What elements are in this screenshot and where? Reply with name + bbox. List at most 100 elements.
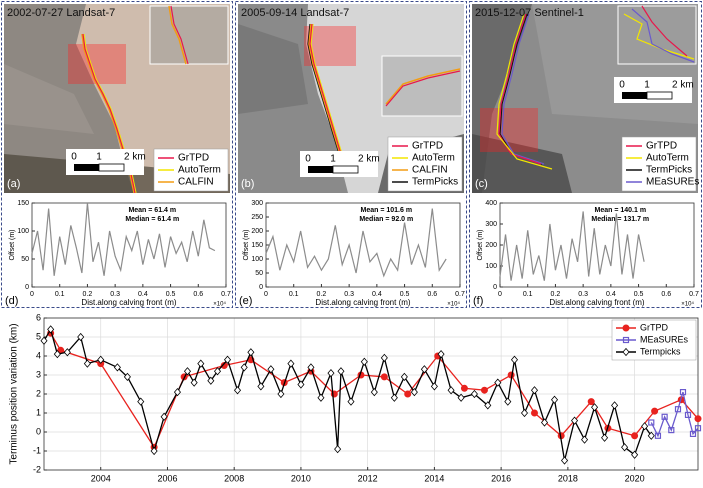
panel-letter: (d) [5, 295, 18, 307]
panel-letter: (f) [473, 295, 483, 307]
x-tick-label: 2016 [491, 473, 511, 483]
data-point [480, 386, 488, 394]
x-tick-label: 0.3 [578, 291, 588, 298]
scale-bar [622, 92, 647, 99]
x-tick-label: 0.7 [455, 291, 465, 298]
y-tick-label: 150 [251, 242, 263, 249]
data-point [631, 450, 639, 459]
data-point [689, 430, 697, 437]
data-point [83, 359, 91, 368]
plot-frame [43, 317, 699, 471]
x-tick-label: 0.4 [606, 291, 616, 298]
y-tick-label: 100 [485, 263, 497, 270]
x-axis-exponent: ×10⁴ [681, 301, 694, 308]
annotation: Mean = 101.6 m [360, 207, 412, 214]
y-tick-label: -1 [33, 445, 41, 455]
x-axis-exponent: ×10⁴ [447, 301, 460, 308]
scale-bar [646, 91, 673, 100]
scale-label: 2 km [358, 154, 380, 165]
x-tick-label: 0.5 [166, 291, 176, 298]
data-point [183, 367, 192, 376]
data-point [63, 348, 71, 357]
x-tick-label: 2006 [157, 473, 177, 483]
annotation: Mean = 61.4 m [128, 207, 176, 214]
data-point [247, 348, 255, 357]
panel-border [1, 1, 233, 308]
y-tick-label: 3 [36, 369, 41, 379]
x-tick-label: 0.3 [344, 291, 354, 298]
data-point [611, 401, 619, 410]
y-tick-label: 0 [259, 284, 263, 291]
data-point [334, 444, 342, 454]
data-point [510, 355, 519, 364]
legend-label: Termpicks [640, 346, 681, 356]
data-point [674, 406, 682, 413]
panel-letter: (c) [475, 178, 488, 190]
data-point [591, 403, 599, 412]
satellite-image: 2015-12-07 Sentinel-1 (c) 0 1 2 km GrTPDAutoT… [472, 4, 699, 193]
plot-frame [499, 202, 695, 288]
data-point [240, 363, 248, 372]
legend-label: CALFIN [178, 177, 214, 188]
y-tick-label: 1 [36, 407, 41, 417]
x-tick-label: 2018 [558, 473, 578, 483]
data-point [621, 443, 629, 452]
satellite-image: 2005-09-14 Landsat-7 (b) 0 1 2 km GrTPDAutoTe… [238, 4, 464, 193]
y-tick-label: 400 [485, 200, 497, 207]
data-point [694, 425, 702, 432]
data-point [297, 380, 305, 389]
x-tick-label: 0.3 [110, 291, 120, 298]
x-tick-label: 0.4 [372, 291, 382, 298]
plot-frame [265, 202, 461, 288]
x-tick-label: 0.7 [689, 291, 699, 298]
legend-marker [622, 347, 630, 357]
y-tick-label: 50 [255, 270, 263, 277]
legend-label: CALFIN [412, 165, 448, 176]
legend-label: GrTPD [646, 141, 677, 152]
data-point [581, 435, 589, 444]
data-point [277, 389, 285, 399]
data-point [47, 325, 55, 334]
x-tick-label: 0.6 [427, 291, 437, 298]
data-point [587, 398, 595, 406]
x-tick-label: 0.1 [523, 291, 533, 298]
y-tick-label: 300 [251, 200, 263, 207]
legend-label: GrTPD [178, 153, 209, 164]
x-tick-label: 0.2 [551, 291, 561, 298]
y-tick-label: 0 [36, 426, 41, 436]
data-point [267, 365, 275, 374]
y-tick-label: 50 [21, 256, 29, 263]
data-point [307, 363, 315, 372]
x-tick-label: 0.5 [400, 291, 410, 298]
chart: 0 50 100 150 0 0.1 0.2 0.3 0.4 0.5 0.6 0.7 Dist.alon… [5, 200, 231, 308]
scale-bar [98, 163, 125, 172]
x-axis-label: Dist.along calving front (m) [315, 298, 410, 307]
image-title: 2015-12-07 Sentinel-1 [475, 7, 584, 19]
data-point [531, 409, 538, 417]
x-tick-label: 0.6 [661, 291, 671, 298]
data-point [530, 386, 539, 395]
x-tick-label: 0.1 [55, 291, 65, 298]
data-point [601, 433, 609, 442]
legend-label: GrTPD [640, 322, 668, 332]
x-axis-label: Dist.along calving front (m) [549, 298, 644, 307]
x-tick-label: 0.6 [193, 291, 203, 298]
legend-label: TermPicks [412, 177, 458, 188]
data-point [380, 373, 388, 381]
legend-label: AutoTerm [178, 165, 221, 176]
legend-marker [622, 324, 630, 332]
data-point [150, 446, 158, 456]
y-axis-label: Offset (m) [9, 230, 16, 261]
data-point [360, 357, 368, 366]
data-point [347, 397, 355, 406]
image-title: 2002-07-27 Landsat-7 [7, 7, 115, 19]
data-point [504, 397, 512, 406]
data-point [213, 367, 222, 376]
data-point [447, 386, 455, 395]
data-point [641, 422, 649, 431]
annotation: Median = 131.7 m [591, 216, 649, 223]
data-point [470, 389, 478, 399]
y-tick-label: -2 [33, 464, 41, 474]
data-point [234, 386, 242, 395]
